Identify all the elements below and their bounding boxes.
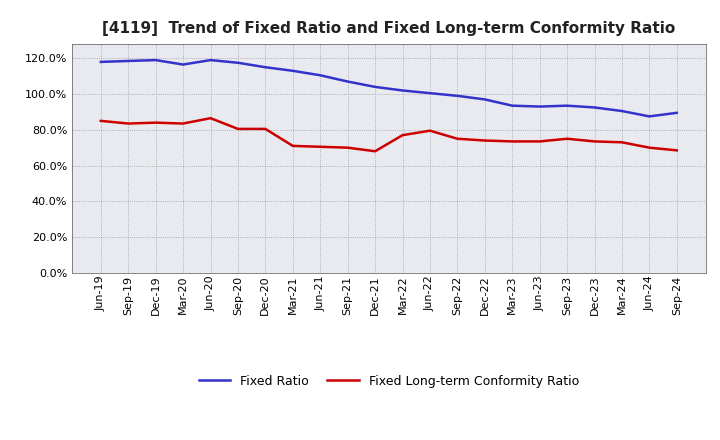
Fixed Long-term Conformity Ratio (124, 121, 132, 126)
Fixed Long-term Conformity Ratio (672, 148, 681, 153)
Fixed Ratio (453, 93, 462, 99)
Fixed Long-term Conformity Ratio (96, 118, 105, 124)
Fixed Ratio (536, 104, 544, 109)
Fixed Long-term Conformity Ratio (480, 138, 489, 143)
Fixed Long-term Conformity Ratio (206, 116, 215, 121)
Fixed Long-term Conformity Ratio (343, 145, 352, 150)
Legend: Fixed Ratio, Fixed Long-term Conformity Ratio: Fixed Ratio, Fixed Long-term Conformity … (199, 375, 579, 388)
Fixed Ratio (124, 59, 132, 64)
Title: [4119]  Trend of Fixed Ratio and Fixed Long-term Conformity Ratio: [4119] Trend of Fixed Ratio and Fixed Lo… (102, 21, 675, 36)
Fixed Long-term Conformity Ratio (426, 128, 434, 133)
Fixed Ratio (480, 97, 489, 102)
Fixed Ratio (645, 114, 654, 119)
Line: Fixed Long-term Conformity Ratio: Fixed Long-term Conformity Ratio (101, 118, 677, 151)
Fixed Long-term Conformity Ratio (316, 144, 325, 150)
Line: Fixed Ratio: Fixed Ratio (101, 60, 677, 117)
Fixed Long-term Conformity Ratio (590, 139, 599, 144)
Fixed Ratio (261, 65, 270, 70)
Fixed Ratio (151, 58, 160, 63)
Fixed Ratio (343, 79, 352, 84)
Fixed Long-term Conformity Ratio (563, 136, 572, 141)
Fixed Ratio (96, 59, 105, 65)
Fixed Long-term Conformity Ratio (508, 139, 516, 144)
Fixed Ratio (398, 88, 407, 93)
Fixed Ratio (179, 62, 187, 67)
Fixed Long-term Conformity Ratio (371, 149, 379, 154)
Fixed Long-term Conformity Ratio (536, 139, 544, 144)
Fixed Ratio (672, 110, 681, 115)
Fixed Long-term Conformity Ratio (233, 126, 242, 132)
Fixed Ratio (590, 105, 599, 110)
Fixed Ratio (563, 103, 572, 108)
Fixed Long-term Conformity Ratio (618, 139, 626, 145)
Fixed Long-term Conformity Ratio (151, 120, 160, 125)
Fixed Ratio (289, 68, 297, 73)
Fixed Ratio (206, 58, 215, 63)
Fixed Ratio (371, 84, 379, 90)
Fixed Ratio (618, 108, 626, 114)
Fixed Ratio (426, 91, 434, 96)
Fixed Long-term Conformity Ratio (645, 145, 654, 150)
Fixed Ratio (508, 103, 516, 108)
Fixed Long-term Conformity Ratio (289, 143, 297, 149)
Fixed Ratio (233, 60, 242, 66)
Fixed Ratio (316, 73, 325, 78)
Fixed Long-term Conformity Ratio (261, 126, 270, 132)
Fixed Long-term Conformity Ratio (453, 136, 462, 141)
Fixed Long-term Conformity Ratio (398, 132, 407, 138)
Fixed Long-term Conformity Ratio (179, 121, 187, 126)
